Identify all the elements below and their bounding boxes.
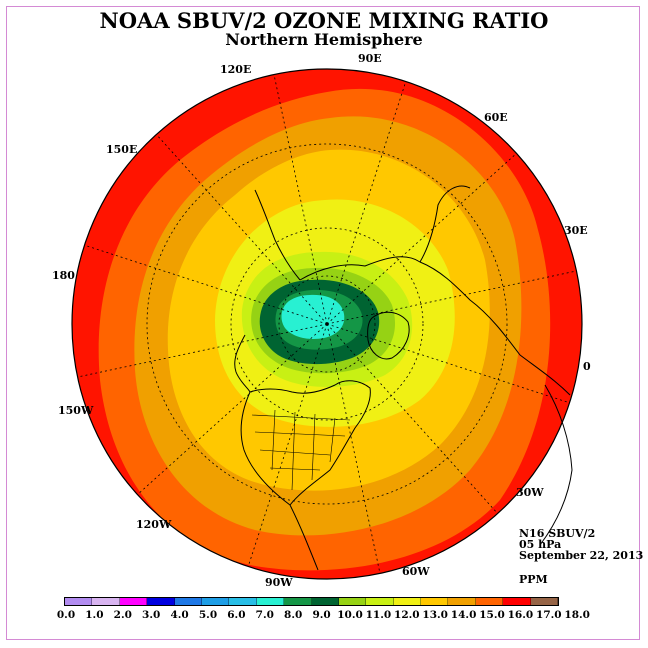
- colorbar-swatch: [229, 598, 257, 605]
- band-7-8: [281, 294, 345, 339]
- colorbar-tick-label: 15.0: [479, 609, 505, 621]
- coastlines: [234, 185, 573, 571]
- colorbar-swatch: [366, 598, 394, 605]
- colorbar-tick-label: 2.0: [113, 609, 132, 621]
- colorbar-swatch: [421, 598, 449, 605]
- africa-coastline: [539, 384, 573, 546]
- longitude-label-90w: 90W: [265, 576, 293, 589]
- colorbar-swatch: [256, 598, 285, 605]
- colorbar-tick-label: 3.0: [142, 609, 161, 621]
- colorbar-swatch: [530, 598, 559, 605]
- colorbar-swatch: [475, 598, 504, 605]
- colorbar-swatch: [284, 598, 312, 605]
- latitude-circle-75: [278, 275, 376, 373]
- colorbar-tick-label: 11.0: [365, 609, 392, 621]
- longitude-label-180: 180: [52, 269, 75, 282]
- colorbar-tick-label: 1.0: [85, 609, 104, 621]
- us-state-borders: [251, 409, 351, 491]
- latitude-circle-60: [230, 227, 424, 421]
- map-title: NOAA SBUV/2 OZONE MIXING RATIO: [99, 8, 549, 33]
- eurasia-coastline: [254, 185, 571, 396]
- date-label: September 22, 2013: [519, 549, 644, 562]
- alaska-coastline: [234, 334, 251, 393]
- colorbar-tick-label: 10.0: [337, 609, 363, 621]
- colorbar-swatch: [448, 598, 476, 605]
- colorbar-tick-label: 14.0: [450, 609, 477, 621]
- colorbar-swatch: [338, 598, 367, 605]
- colorbar-swatch: [393, 598, 422, 605]
- figure-frame: [6, 6, 640, 640]
- longitude-label-60w: 60W: [402, 565, 430, 578]
- pressure-level-label: 05 hPa: [519, 538, 562, 551]
- colorbar-tick-label: 4.0: [170, 609, 189, 621]
- colorbar-tick-label: 18.0: [564, 609, 590, 621]
- colorbar-tick-label: 9.0: [312, 609, 331, 621]
- colorbar-swatch: [147, 598, 175, 605]
- colorbar-tick-label: 17.0: [536, 609, 562, 621]
- colorbar-tick-label: 7.0: [255, 609, 274, 621]
- colorbar-tick-label: 13.0: [422, 609, 448, 621]
- colorbar-tick-label: 12.0: [394, 609, 420, 621]
- longitude-label-120w: 120W: [136, 518, 172, 531]
- map-subtitle: Northern Hemisphere: [225, 30, 423, 49]
- longitude-label-120e: 120E: [220, 63, 252, 76]
- colorbar-swatch: [65, 598, 93, 605]
- colorbar-swatch: [119, 598, 148, 605]
- longitude-label-150e: 150E: [106, 143, 138, 156]
- longitude-label-90e: 90E: [358, 52, 382, 65]
- colorbar-tick-label: 6.0: [227, 609, 246, 621]
- instrument-label: N16 SBUV/2: [519, 527, 596, 540]
- longitude-label-30w: 30W: [516, 486, 544, 499]
- longitude-label-60e: 60E: [484, 111, 508, 124]
- colorbar-swatch: [201, 598, 230, 605]
- map-boundary: [71, 68, 583, 580]
- longitude-label-150w: 150W: [58, 404, 94, 417]
- colorbar-swatch: [503, 598, 531, 605]
- colorbar-tick-label: 8.0: [284, 609, 303, 621]
- graticule: [77, 74, 577, 574]
- greenland-coastline: [367, 311, 410, 360]
- colorbar-tick-label: 16.0: [507, 609, 534, 621]
- colorbar: [64, 597, 560, 606]
- colorbar-swatch: [92, 598, 120, 605]
- colorbar-tick-label: 5.0: [198, 609, 218, 621]
- latitude-circle-30: [146, 143, 508, 505]
- colorbar-swatch: [311, 598, 339, 605]
- colorbar-tick-label: 0.0: [56, 609, 76, 621]
- longitude-label-0: 0: [583, 360, 591, 373]
- longitude-label-30e: 30E: [564, 224, 588, 237]
- units-label: PPM: [519, 573, 548, 586]
- north-america-coastline: [240, 380, 371, 571]
- colorbar-swatch: [174, 598, 202, 605]
